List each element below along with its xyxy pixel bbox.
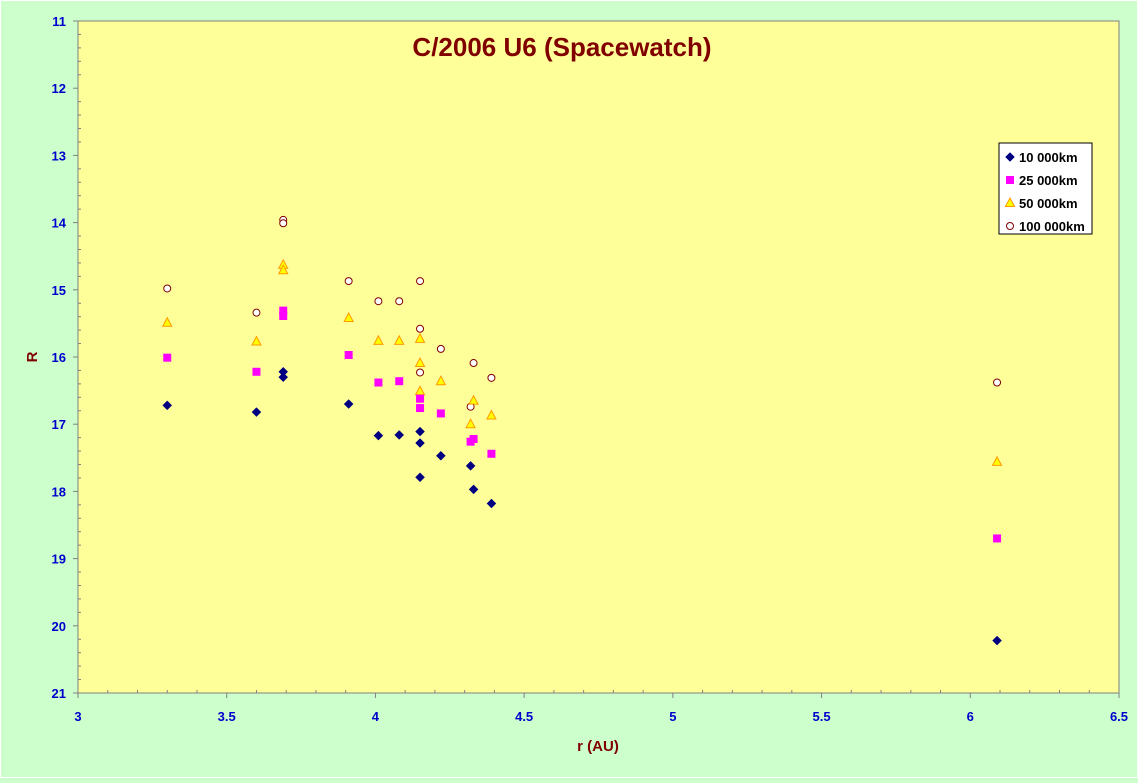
plot-area [77, 20, 1120, 694]
data-point-circle [436, 344, 445, 353]
chart-title: C/2006 U6 (Spacewatch) [412, 32, 711, 62]
legend-marker-triangle [1004, 196, 1016, 207]
data-point-diamond [278, 372, 289, 383]
data-point-circle [416, 368, 425, 377]
data-point-circle [279, 219, 288, 228]
data-point-square [993, 534, 1002, 543]
y-tick-label: 13 [52, 148, 66, 163]
data-point-circle [395, 297, 404, 306]
legend-marker-diamond [1005, 152, 1015, 162]
data-point-square [469, 434, 478, 443]
data-point-triangle [468, 394, 479, 405]
data-point-square [416, 394, 425, 403]
legend-marker-square [1006, 176, 1014, 184]
x-tick-label: 6.5 [1110, 709, 1128, 724]
data-point-circle [374, 297, 383, 306]
data-point-circle [344, 277, 353, 286]
data-point-diamond [486, 498, 497, 509]
data-point-diamond [415, 472, 425, 483]
y-tick-label: 19 [52, 552, 66, 567]
data-points [161, 215, 1003, 646]
legend-label: 25 000km [1019, 173, 1078, 188]
data-point-square [436, 409, 445, 418]
data-point-triangle [414, 332, 426, 343]
data-point-diamond [394, 430, 405, 440]
y-tick-label: 15 [52, 283, 66, 298]
legend-marker-circle [1006, 222, 1014, 230]
y-tick-label: 16 [52, 350, 66, 365]
y-tick-label: 18 [52, 484, 66, 499]
y-axis-title: R [24, 351, 41, 362]
data-point-square [487, 449, 496, 458]
data-point-circle [993, 378, 1002, 387]
data-point-triangle [465, 418, 476, 429]
data-point-triangle [414, 356, 426, 368]
legend-label: 10 000km [1019, 150, 1078, 165]
x-tick-label: 4 [372, 709, 380, 724]
legend-box [998, 142, 1093, 235]
x-axis-title: r (AU) [577, 738, 619, 755]
data-point-triangle [343, 311, 354, 323]
data-point-diamond [162, 400, 173, 411]
data-point-circle [163, 284, 172, 293]
y-tick-label: 21 [52, 686, 66, 701]
data-point-triangle [161, 316, 173, 327]
data-point-square [279, 312, 288, 321]
data-point-square [252, 367, 261, 376]
y-tick-label: 11 [52, 14, 66, 29]
data-point-diamond [373, 430, 384, 441]
legend-label: 100 000km [1019, 219, 1085, 234]
legend-label: 50 000km [1019, 196, 1078, 211]
data-point-circle [469, 359, 478, 368]
data-point-diamond [465, 461, 476, 471]
data-point-square [374, 378, 383, 387]
data-point-circle [252, 308, 261, 317]
data-point-diamond [992, 635, 1002, 646]
data-point-circle [416, 324, 425, 333]
data-point-triangle [435, 375, 447, 386]
data-point-diamond [436, 450, 446, 461]
data-point-triangle [486, 409, 497, 420]
y-tick-label: 12 [52, 81, 66, 96]
data-point-triangle [373, 334, 384, 345]
legend: 10 000km 25 000km 50 000km 100 000km [998, 142, 1093, 235]
data-point-square [416, 404, 425, 413]
x-tick-label: 3 [74, 709, 81, 724]
y-tick-label: 14 [52, 216, 67, 231]
data-point-diamond [415, 438, 425, 448]
x-tick-label: 5.5 [813, 709, 831, 724]
data-point-circle [487, 373, 496, 382]
x-tick-label: 4.5 [515, 709, 533, 724]
data-point-triangle [251, 335, 262, 346]
axes: 3 3.5 4 4.5 5 5.5 6 6.5 11 12 13 14 15 16 17 18 19 20 21 [52, 14, 1129, 724]
y-tick-label: 20 [52, 619, 66, 634]
data-point-diamond [343, 399, 354, 409]
x-tick-label: 5 [669, 709, 676, 724]
data-point-triangle [277, 264, 289, 275]
y-tick-label: 17 [52, 417, 66, 432]
data-point-square [395, 377, 404, 386]
data-point-square [163, 353, 172, 362]
data-point-square [344, 350, 353, 359]
data-point-triangle [991, 455, 1003, 466]
data-point-square [279, 306, 288, 315]
x-tick-label: 3.5 [218, 709, 236, 724]
data-point-circle [416, 277, 425, 286]
data-point-diamond [415, 426, 425, 437]
x-tick-label: 6 [967, 709, 974, 724]
data-point-diamond [468, 484, 479, 495]
data-point-diamond [251, 407, 262, 417]
data-point-triangle [393, 334, 405, 345]
